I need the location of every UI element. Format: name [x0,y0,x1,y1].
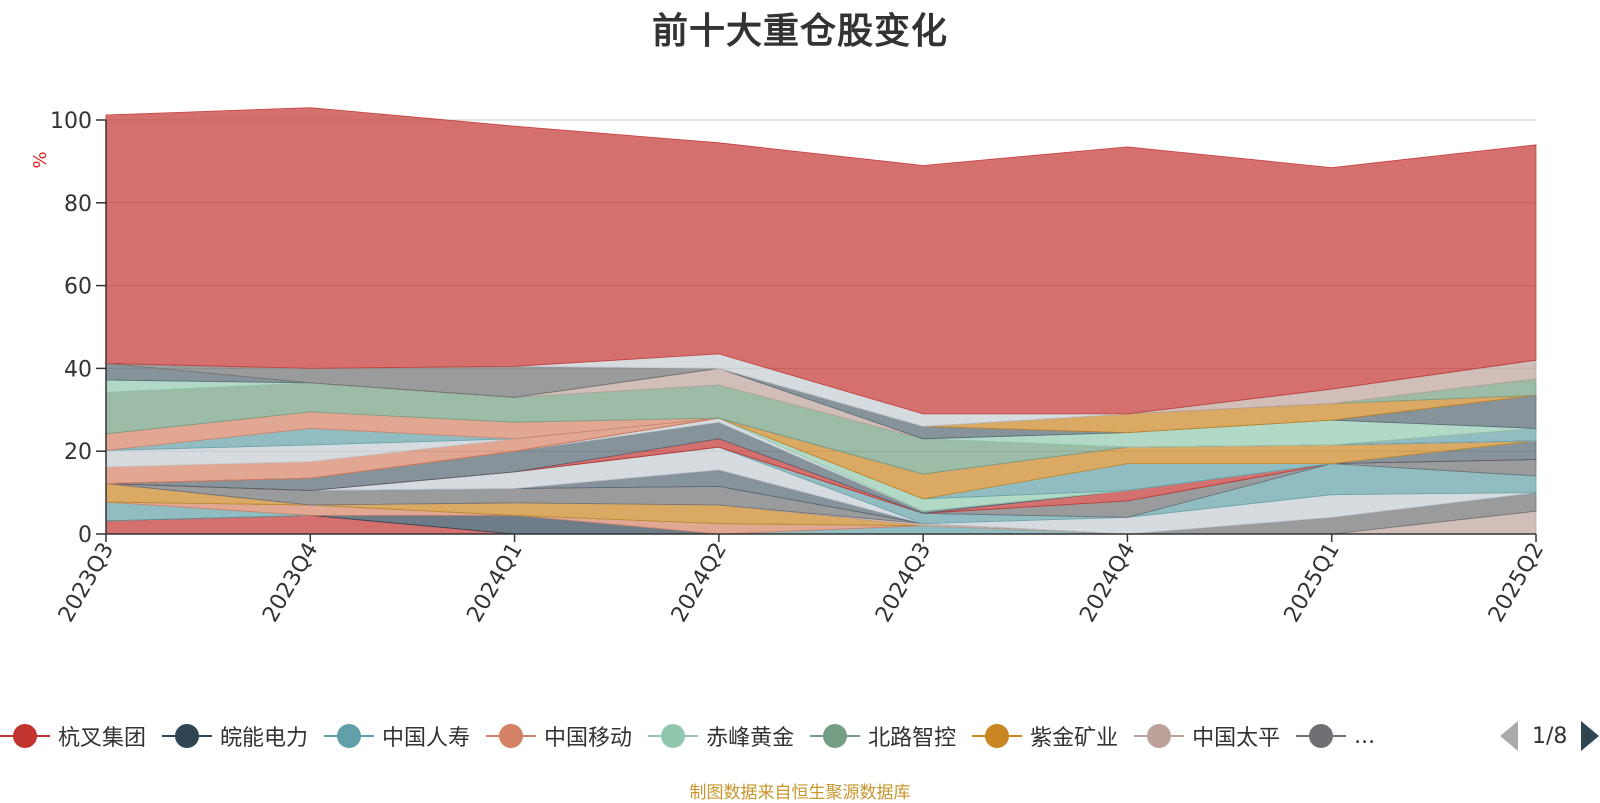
legend-page-indicator: 1/8 [1532,723,1568,749]
legend-item[interactable]: 赤峰黄金 [648,714,794,758]
legend-item[interactable]: 杭叉集团 [0,714,146,758]
chart-legend: 杭叉集团 皖能电力 中国人寿 中国移动 赤峰黄金 北路智控 紫金矿业 中国太平... [0,714,1494,758]
x-tick-label: 2025Q1 [1280,539,1345,627]
legend-label: ... [1354,723,1376,749]
legend-marker-icon [486,724,537,748]
x-tick-label: 2023Q3 [54,539,119,627]
legend-marker-icon [972,724,1023,748]
y-tick-label: 20 [64,440,92,465]
legend-prev-page-icon[interactable] [1500,721,1518,751]
legend-marker-icon [324,724,375,748]
x-tick-label: 2024Q2 [667,539,732,627]
legend-label: 杭叉集团 [58,726,147,751]
legend-label: 赤峰黄金 [706,726,795,751]
y-tick-label: 40 [64,357,92,382]
x-tick-label: 2025Q2 [1484,539,1549,627]
y-axis-unit-label: % [30,151,51,168]
legend-label: 北路智控 [868,726,957,751]
legend-marker-icon [0,724,50,748]
legend-item[interactable]: 北路智控 [810,714,956,758]
y-tick-label: 0 [78,523,92,548]
legend-item[interactable]: ... [1296,714,1375,758]
legend-item[interactable]: 中国人寿 [324,714,470,758]
y-tick-label: 60 [64,275,92,300]
legend-item[interactable]: 紫金矿业 [972,714,1118,758]
legend-label: 中国太平 [1192,726,1281,751]
legend-marker-icon [162,724,213,748]
x-tick-label: 2024Q1 [462,539,527,627]
x-tick-label: 2023Q4 [258,539,323,627]
legend-marker-icon [810,724,861,748]
chart-title: 前十大重仓股变化 [651,11,948,52]
legend-item[interactable]: 中国太平 [1134,714,1280,758]
legend-label: 皖能电力 [220,726,309,751]
data-source-note: 制图数据来自恒生聚源数据库 [689,783,911,803]
legend-label: 紫金矿业 [1030,726,1119,751]
legend-label: 中国移动 [544,726,633,751]
legend-marker-icon [1134,724,1185,748]
y-tick-label: 100 [50,109,92,134]
legend-item[interactable]: 皖能电力 [162,714,308,758]
legend-marker-icon [1296,724,1347,748]
x-tick-label: 2024Q4 [1075,539,1140,627]
area-series-group [105,107,1537,535]
legend-label: 中国人寿 [382,726,471,751]
legend-item[interactable]: 中国移动 [486,714,632,758]
x-tick-label: 2024Q3 [871,539,936,627]
area-series-34 [105,107,1537,415]
legend-marker-icon [648,724,699,748]
y-tick-label: 80 [64,192,92,217]
legend-pager: 1/8 [1500,716,1600,756]
legend-next-page-icon[interactable] [1581,721,1600,751]
